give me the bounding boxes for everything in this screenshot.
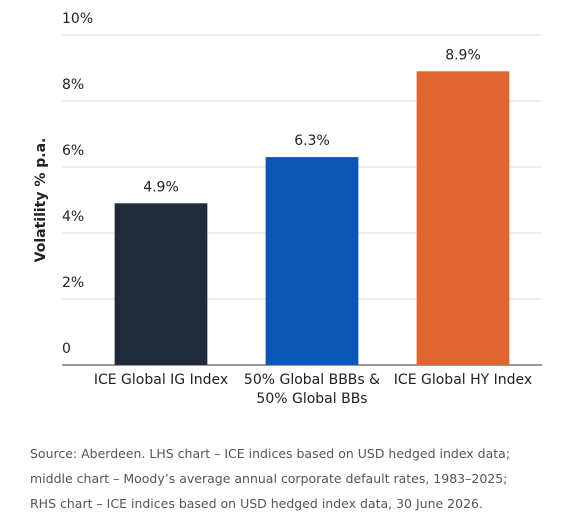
- source-note: RHS chart – ICE indices based on USD hed…: [30, 496, 483, 511]
- source-note: Source: Aberdeen. LHS chart – ICE indice…: [30, 446, 511, 461]
- y-tick-label: 8%: [62, 77, 84, 93]
- x-tick-label: ICE Global HY Index: [393, 372, 533, 388]
- x-tick-label: 50% Global BBBs & 50% Global BBs: [243, 372, 381, 407]
- y-tick-label: 4%: [62, 209, 84, 225]
- y-tick-label: 6%: [62, 143, 84, 159]
- y-tick-label: 2%: [62, 275, 84, 291]
- y-tick-label: 0: [62, 341, 71, 357]
- y-axis-label: Volatility % p.a.: [33, 138, 49, 263]
- data-label: 4.9%: [143, 179, 179, 195]
- bar: [265, 157, 359, 365]
- bar: [114, 203, 208, 365]
- source-note: middle chart – Moody’s average annual co…: [30, 471, 508, 486]
- x-tick-label: ICE Global IG Index: [93, 372, 229, 388]
- data-label: 8.9%: [445, 47, 481, 63]
- y-tick-label: 10%: [62, 11, 93, 27]
- data-label: 6.3%: [294, 133, 330, 149]
- bar: [416, 71, 510, 366]
